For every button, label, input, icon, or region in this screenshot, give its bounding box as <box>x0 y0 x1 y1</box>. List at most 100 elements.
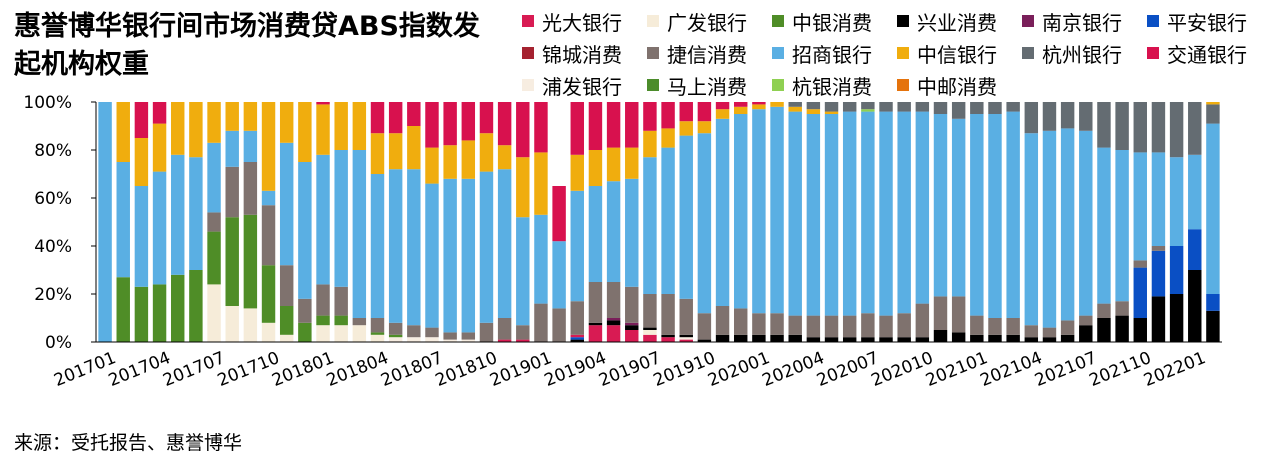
bar-segment <box>279 306 294 335</box>
bar-segment <box>1115 315 1129 342</box>
bar-segment <box>425 147 439 184</box>
bar-segment <box>879 111 893 316</box>
bar-segment <box>207 284 221 342</box>
bar-segment <box>316 154 330 285</box>
legend-item: 锦城消费 <box>522 38 622 68</box>
legend-swatch <box>897 47 909 59</box>
legend-label: 交通银行 <box>1167 42 1247 67</box>
bar-segment <box>1206 123 1220 294</box>
x-tick-label: 201904 <box>542 348 610 391</box>
x-tick-label: 202007 <box>814 348 882 391</box>
bar-segment <box>497 169 512 318</box>
legend-item: 平安银行 <box>1147 6 1247 36</box>
bar-segment <box>352 150 367 318</box>
legend-item: 兴业消费 <box>897 6 997 36</box>
legend-item: 捷信消费 <box>647 38 747 68</box>
bar-segment <box>1206 104 1220 124</box>
bar-segment <box>1079 102 1093 131</box>
legend-swatch <box>522 79 534 91</box>
bar-segment <box>988 114 1002 318</box>
bar-segment <box>951 118 966 297</box>
bar-segment <box>1206 102 1220 105</box>
bar-segment <box>516 102 530 158</box>
bar-segment <box>679 102 693 122</box>
bar-segment <box>152 171 167 285</box>
bar-segment <box>370 332 385 335</box>
x-tick-label: 201704 <box>106 348 174 391</box>
bar-segment <box>298 102 312 162</box>
bar-segment <box>497 318 512 340</box>
bar-segment <box>679 339 693 342</box>
bar-segment <box>443 145 457 179</box>
bar-segment <box>570 301 584 335</box>
bar-segment <box>98 102 112 342</box>
bar-segment <box>897 337 911 342</box>
bar-segment <box>951 102 966 119</box>
bar-segment <box>1097 147 1111 304</box>
bar-segment <box>516 325 530 340</box>
bar-segment <box>988 334 1002 342</box>
bar-segment <box>189 102 203 158</box>
bar-segment <box>715 334 730 342</box>
bar-segment <box>606 320 621 326</box>
bar-segment <box>261 322 276 342</box>
bar-segment <box>752 109 766 314</box>
x-tick-label: 201807 <box>378 348 446 391</box>
legend-item: 交通银行 <box>1147 38 1247 68</box>
legend-label: 杭银消费 <box>792 74 872 99</box>
legend-swatch <box>1022 47 1034 59</box>
x-tick-label: 202107 <box>1032 348 1100 391</box>
legend-label: 光大银行 <box>542 10 622 35</box>
legend-item: 中信银行 <box>897 38 997 68</box>
bar-segment <box>352 318 367 326</box>
bar-segment <box>842 102 857 112</box>
bar-segment <box>425 183 439 328</box>
bar-segment <box>225 130 239 167</box>
bar-segment <box>171 102 185 155</box>
bar-segment <box>407 102 421 126</box>
bar-segment <box>933 330 948 342</box>
bar-segment <box>879 102 893 112</box>
bar-segment <box>225 166 239 218</box>
bar-segment <box>897 313 911 338</box>
bar-segment <box>951 296 966 333</box>
bar-segment <box>588 282 603 323</box>
bar-segment <box>479 171 494 323</box>
x-tick-label: 201907 <box>596 348 664 391</box>
bar-segment <box>388 337 403 342</box>
bar-segment <box>806 109 821 114</box>
bar-segment <box>679 298 693 335</box>
bar-segment <box>370 102 385 134</box>
bar-segment <box>824 337 839 342</box>
bar-segment <box>824 114 839 316</box>
bar-segment <box>134 186 149 287</box>
bar-segment <box>588 102 603 150</box>
bar-segment <box>370 133 385 174</box>
bar-segment <box>697 102 712 122</box>
legend-swatch <box>647 79 659 91</box>
bar-segment <box>679 135 693 299</box>
bar-segment <box>915 111 930 304</box>
bar-segment <box>534 152 548 215</box>
legend-swatch <box>647 15 659 27</box>
bar-segment <box>171 274 185 342</box>
bar-segment <box>243 162 258 215</box>
bar-segment <box>116 102 130 162</box>
legend-swatch <box>1147 47 1159 59</box>
bar-segment <box>316 315 330 326</box>
bar-segment <box>461 140 476 179</box>
x-tick-label: 202004 <box>760 348 828 391</box>
bar-segment <box>1169 102 1184 158</box>
bar-segment <box>552 102 566 186</box>
bar-segment <box>752 102 766 105</box>
bar-segment <box>461 178 476 333</box>
bar-segment <box>243 102 258 131</box>
bar-segment <box>261 102 276 191</box>
x-tick-label: 201810 <box>433 348 501 391</box>
bar-segment <box>407 169 421 326</box>
legend-label: 马上消费 <box>667 74 747 99</box>
bar-segment <box>134 102 149 138</box>
bar-segment <box>207 212 221 232</box>
bar-segment <box>279 334 294 342</box>
bar-segment <box>625 286 639 323</box>
